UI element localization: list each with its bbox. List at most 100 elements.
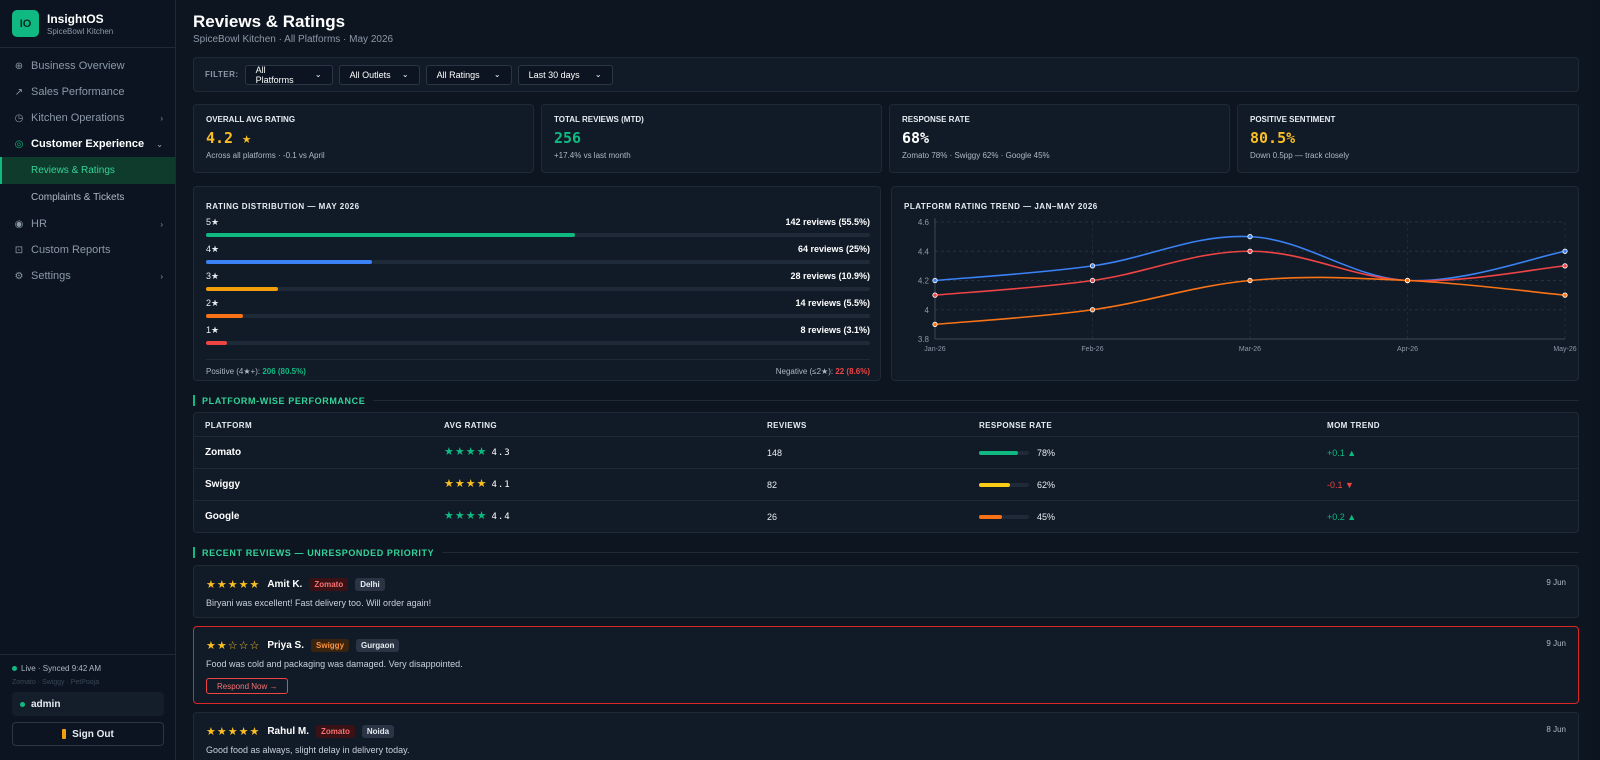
- sidebar-subitem-complaints-tickets[interactable]: Complaints & Tickets: [31, 192, 125, 203]
- chevron-right-icon: ›: [160, 271, 163, 281]
- data-point-2-4: [1562, 292, 1568, 298]
- respond-now-button[interactable]: Respond Now →: [206, 678, 289, 694]
- table-row[interactable]: Google ★★★★ 4.4 26 45% +0.2 ▲: [194, 500, 1578, 532]
- col-header-avg-rating: AVG RATING: [444, 421, 498, 430]
- data-point-2-2: [1247, 277, 1253, 284]
- review-text: Good food as always, slight delay in del…: [206, 745, 410, 755]
- response-bar-track: [979, 515, 1029, 519]
- dist-star-label: 5★: [206, 217, 220, 227]
- sidebar-item-kitchen-operations[interactable]: ◷ Kitchen Operations ›: [0, 105, 175, 131]
- data-point-1-2: [1247, 248, 1253, 254]
- section-divider: [442, 552, 1579, 553]
- clock-icon: ◷: [14, 112, 24, 124]
- distribution-summary: Positive (4★+): 206 (80.5%) Negative (≤2…: [206, 359, 870, 376]
- kpi-avg-rating: OVERALL AVG RATING 4.2 ★ Across all plat…: [193, 104, 534, 173]
- review-header: ★★★★★ Amit K. Zomato Delhi: [206, 578, 385, 591]
- chevron-down-icon: ⌄: [493, 70, 501, 79]
- x-tick-label: Feb-26: [1081, 346, 1103, 353]
- sidebar-item-label: Custom Reports: [31, 244, 111, 256]
- y-tick-label: 3.8: [918, 335, 930, 344]
- review-stars: ★★★★★: [206, 726, 261, 738]
- sidebar-subitem-reviews-ratings[interactable]: Reviews & Ratings: [0, 157, 175, 184]
- page-scrollbar[interactable]: [1593, 0, 1600, 760]
- reviewer-name: Rahul M.: [267, 726, 309, 737]
- review-card[interactable]: ★★☆☆☆ Priya S. Swiggy Gurgaon 9 Jun Food…: [193, 626, 1579, 704]
- platform-filter[interactable]: All Platforms ⌄: [244, 64, 333, 85]
- user-badge[interactable]: admin: [12, 692, 164, 716]
- date-range-filter[interactable]: Last 30 days ⌄: [517, 64, 613, 85]
- app-name: InsightOS: [47, 11, 104, 26]
- kpi-note: Down 0.5pp — track closely: [1250, 151, 1350, 160]
- sync-status: Live · Synced 9:42 AM: [12, 664, 164, 673]
- platform-tag: Zomato: [309, 578, 349, 591]
- sidebar-item-custom-reports[interactable]: ⊡ Custom Reports: [0, 237, 175, 263]
- x-tick-label: Apr-26: [1397, 346, 1418, 353]
- section-accent: [193, 395, 195, 406]
- sidebar-item-hr[interactable]: ◉ HR ›: [0, 211, 175, 237]
- platform-tag: Zomato: [315, 725, 355, 738]
- table-row[interactable]: Swiggy ★★★★ 4.1 82 62% -0.1 ▼: [194, 468, 1578, 500]
- review-count: 82: [767, 480, 778, 490]
- section-title: PLATFORM-WISE PERFORMANCE: [202, 395, 366, 406]
- kpi-note: Zomato 78% · Swiggy 62% · Google 45%: [902, 151, 1050, 160]
- chevron-down-icon: ⌄: [156, 139, 163, 149]
- review-card[interactable]: ★★★★★ Rahul M. Zomato Noida 8 Jun Good f…: [193, 712, 1579, 760]
- sign-out-button[interactable]: Sign Out: [12, 722, 164, 746]
- kpi-note: Across all platforms · -0.1 vs April: [206, 151, 325, 160]
- dist-track: [206, 260, 870, 264]
- select-value: All Ratings: [436, 69, 480, 80]
- select-value: All Outlets: [349, 69, 391, 80]
- table-row[interactable]: Zomato ★★★★ 4.3 148 78% +0.1 ▲: [194, 436, 1578, 468]
- org-name: SpiceBowl Kitchen: [47, 26, 114, 36]
- review-stars: ★★★★★: [206, 579, 261, 591]
- response-bar-track: [979, 483, 1029, 487]
- platform-name: Google: [205, 511, 240, 522]
- response-bar: [979, 451, 1018, 455]
- kpi-response-rate: RESPONSE RATE 68% Zomato 78% · Swiggy 62…: [889, 104, 1230, 173]
- door-icon: [62, 729, 67, 739]
- negative-value: 22 (8.6%): [835, 367, 870, 376]
- star-rating: ★★★★ 4.1: [444, 477, 511, 490]
- section-divider: [373, 400, 1579, 401]
- sidebar-item-sales-performance[interactable]: ↗ Sales Performance: [0, 79, 175, 105]
- review-header: ★★☆☆☆ Priya S. Swiggy Gurgaon: [206, 639, 400, 652]
- review-count: 26: [767, 512, 778, 522]
- review-stars: ★★☆☆☆: [206, 640, 261, 652]
- report-icon: ⊡: [14, 244, 24, 256]
- app-logo: IO: [12, 10, 39, 37]
- platform-tag: Swiggy: [311, 639, 350, 652]
- data-point-1-0: [932, 292, 938, 298]
- mom-trend: -0.1 ▼: [1327, 480, 1354, 490]
- positive-summary: Positive (4★+): 206 (80.5%): [206, 367, 306, 376]
- dist-count: 8 reviews (3.1%): [800, 325, 870, 335]
- platform-name: Swiggy: [205, 479, 241, 490]
- review-card[interactable]: ★★★★★ Amit K. Zomato Delhi 9 Jun Biryani…: [193, 565, 1579, 618]
- kpi-positive-sentiment: POSITIVE SENTIMENT 80.5% Down 0.5pp — tr…: [1237, 104, 1579, 173]
- sidebar-item-customer-experience[interactable]: ◎ Customer Experience ⌄: [0, 131, 175, 157]
- rating-filter[interactable]: All Ratings ⌄: [425, 64, 512, 85]
- platform-table: PLATFORM AVG RATING REVIEWS RESPONSE RAT…: [193, 412, 1579, 533]
- sidebar-item-business-overview[interactable]: ⊕ Business Overview: [0, 53, 175, 79]
- negative-summary: Negative (≤2★): 22 (8.6%): [776, 367, 870, 376]
- smile-icon: ◎: [14, 138, 24, 150]
- brand[interactable]: IO InsightOS SpiceBowl Kitchen: [0, 0, 175, 48]
- page-subtitle: SpiceBowl Kitchen · All Platforms · May …: [193, 34, 394, 45]
- location-tag: Noida: [361, 725, 395, 738]
- connected-platforms: Zomato · Swiggy · PetPooja: [12, 679, 100, 686]
- col-header-response-rate: RESPONSE RATE: [979, 421, 1053, 430]
- data-point-0-1: [1089, 263, 1096, 269]
- response-rate: 78%: [1037, 448, 1056, 458]
- location-tag: Delhi: [355, 578, 385, 591]
- review-count: 148: [767, 448, 783, 458]
- positive-value: 206 (80.5%): [262, 367, 306, 376]
- sidebar-item-label: Kitchen Operations: [31, 112, 125, 124]
- outlet-filter[interactable]: All Outlets ⌄: [338, 64, 420, 85]
- rating-value: 4.4: [491, 512, 511, 522]
- reviewer-name: Priya S.: [267, 640, 305, 651]
- dist-star-label: 3★: [206, 271, 220, 281]
- dist-track: [206, 233, 870, 237]
- mom-trend: +0.1 ▲: [1327, 448, 1357, 458]
- dist-bar-3: [206, 287, 279, 291]
- mom-trend: +0.2 ▲: [1327, 512, 1357, 522]
- sidebar-item-settings[interactable]: ⚙ Settings ›: [0, 263, 175, 289]
